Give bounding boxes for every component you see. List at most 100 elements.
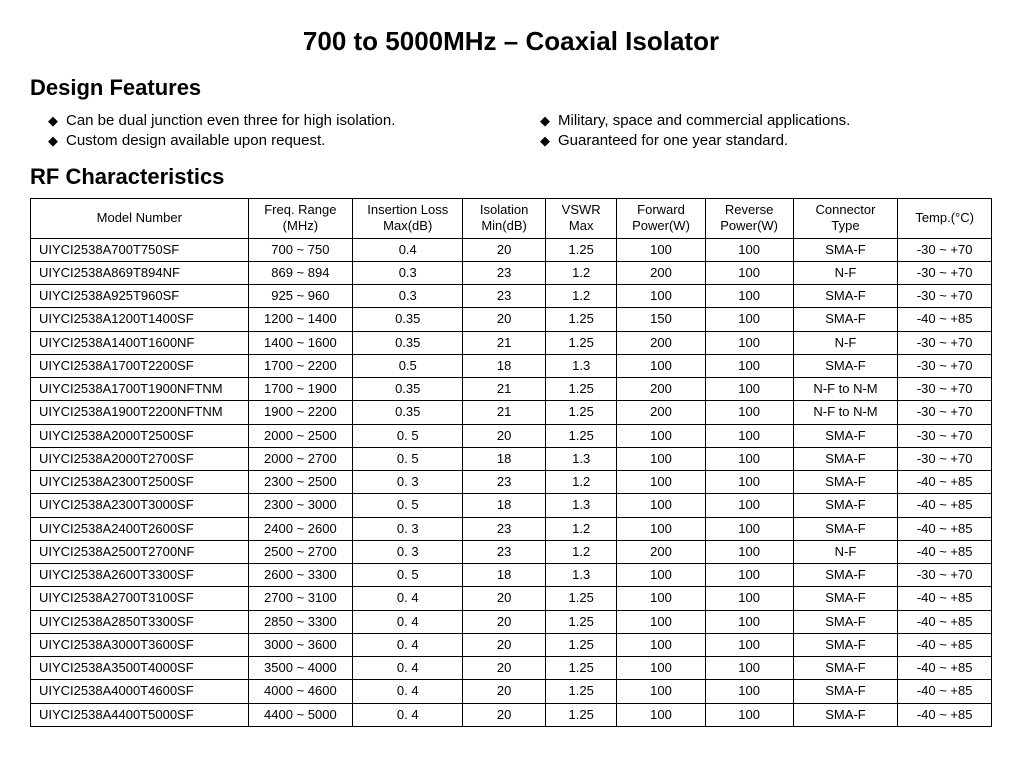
col-header-vswr: VSWRMax [545,199,617,239]
cell-rev: 100 [705,517,793,540]
cell-conn: SMA-F [793,517,898,540]
cell-temp: -30 ~ +70 [898,354,992,377]
cell-rev: 100 [705,238,793,261]
cell-rev: 100 [705,703,793,726]
cell-vswr: 1.25 [545,238,617,261]
cell-vswr: 1.25 [545,610,617,633]
cell-rev: 100 [705,285,793,308]
table-row: UIYCI2538A3000T3600SF3000 ~ 36000. 4201.… [31,633,992,656]
cell-temp: -40 ~ +85 [898,610,992,633]
cell-il: 0.3 [353,285,463,308]
cell-vswr: 1.2 [545,261,617,284]
cell-rev: 100 [705,308,793,331]
cell-freq: 4400 ~ 5000 [248,703,353,726]
cell-temp: -40 ~ +85 [898,703,992,726]
cell-iso: 20 [463,633,546,656]
cell-fwd: 200 [617,401,705,424]
cell-freq: 2000 ~ 2500 [248,424,353,447]
cell-conn: SMA-F [793,633,898,656]
cell-model: UIYCI2538A869T894NF [31,261,249,284]
cell-vswr: 1.25 [545,401,617,424]
cell-vswr: 1.25 [545,657,617,680]
cell-conn: SMA-F [793,587,898,610]
bullet-icon: ◆ [48,133,58,149]
cell-temp: -40 ~ +85 [898,517,992,540]
cell-conn: SMA-F [793,471,898,494]
bullet-icon: ◆ [540,133,550,149]
table-row: UIYCI2538A2850T3300SF2850 ~ 33000. 4201.… [31,610,992,633]
cell-vswr: 1.2 [545,540,617,563]
cell-iso: 20 [463,308,546,331]
feature-text: Can be dual junction even three for high… [66,112,395,129]
feature-text: Custom design available upon request. [66,132,325,149]
cell-iso: 20 [463,587,546,610]
cell-temp: -30 ~ +70 [898,238,992,261]
cell-temp: -40 ~ +85 [898,308,992,331]
col-header-conn: ConnectorType [793,199,898,239]
cell-iso: 18 [463,494,546,517]
cell-rev: 100 [705,331,793,354]
cell-model: UIYCI2538A2000T2700SF [31,447,249,470]
cell-vswr: 1.2 [545,517,617,540]
cell-model: UIYCI2538A2500T2700NF [31,540,249,563]
table-row: UIYCI2538A2300T3000SF2300 ~ 30000. 5181.… [31,494,992,517]
cell-freq: 2600 ~ 3300 [248,564,353,587]
cell-freq: 2500 ~ 2700 [248,540,353,563]
feature-item: ◆ Can be dual junction even three for hi… [48,112,500,129]
cell-fwd: 100 [617,680,705,703]
cell-conn: SMA-F [793,447,898,470]
table-row: UIYCI2538A4400T5000SF4400 ~ 50000. 4201.… [31,703,992,726]
cell-iso: 20 [463,238,546,261]
cell-conn: SMA-F [793,564,898,587]
table-row: UIYCI2538A700T750SF700 ~ 7500.4201.25100… [31,238,992,261]
cell-model: UIYCI2538A4000T4600SF [31,680,249,703]
cell-il: 0.35 [353,378,463,401]
cell-temp: -30 ~ +70 [898,285,992,308]
cell-vswr: 1.25 [545,378,617,401]
cell-temp: -40 ~ +85 [898,471,992,494]
cell-iso: 20 [463,424,546,447]
cell-temp: -40 ~ +85 [898,657,992,680]
cell-rev: 100 [705,447,793,470]
cell-rev: 100 [705,354,793,377]
cell-iso: 20 [463,610,546,633]
table-row: UIYCI2538A2700T3100SF2700 ~ 31000. 4201.… [31,587,992,610]
feature-item: ◆ Guaranteed for one year standard. [540,132,992,149]
cell-iso: 18 [463,447,546,470]
table-row: UIYCI2538A4000T4600SF4000 ~ 46000. 4201.… [31,680,992,703]
cell-fwd: 100 [617,633,705,656]
cell-freq: 1200 ~ 1400 [248,308,353,331]
cell-freq: 2700 ~ 3100 [248,587,353,610]
cell-il: 0. 5 [353,424,463,447]
cell-model: UIYCI2538A3500T4000SF [31,657,249,680]
cell-fwd: 200 [617,378,705,401]
cell-model: UIYCI2538A2600T3300SF [31,564,249,587]
feature-item: ◆ Custom design available upon request. [48,132,500,149]
cell-freq: 2300 ~ 2500 [248,471,353,494]
cell-iso: 23 [463,285,546,308]
cell-fwd: 100 [617,285,705,308]
cell-freq: 3000 ~ 3600 [248,633,353,656]
cell-temp: -30 ~ +70 [898,447,992,470]
cell-conn: SMA-F [793,680,898,703]
cell-model: UIYCI2538A700T750SF [31,238,249,261]
cell-il: 0. 3 [353,517,463,540]
cell-conn: N-F [793,261,898,284]
cell-model: UIYCI2538A2400T2600SF [31,517,249,540]
cell-vswr: 1.25 [545,680,617,703]
cell-il: 0. 3 [353,471,463,494]
table-row: UIYCI2538A1700T1900NFTNM1700 ~ 19000.352… [31,378,992,401]
cell-fwd: 100 [617,471,705,494]
cell-rev: 100 [705,587,793,610]
cell-rev: 100 [705,610,793,633]
cell-freq: 2850 ~ 3300 [248,610,353,633]
cell-freq: 925 ~ 960 [248,285,353,308]
cell-rev: 100 [705,633,793,656]
table-row: UIYCI2538A1200T1400SF1200 ~ 14000.35201.… [31,308,992,331]
cell-freq: 2000 ~ 2700 [248,447,353,470]
cell-iso: 21 [463,401,546,424]
cell-vswr: 1.3 [545,354,617,377]
cell-conn: SMA-F [793,494,898,517]
cell-model: UIYCI2538A1200T1400SF [31,308,249,331]
cell-conn: N-F to N-M [793,378,898,401]
